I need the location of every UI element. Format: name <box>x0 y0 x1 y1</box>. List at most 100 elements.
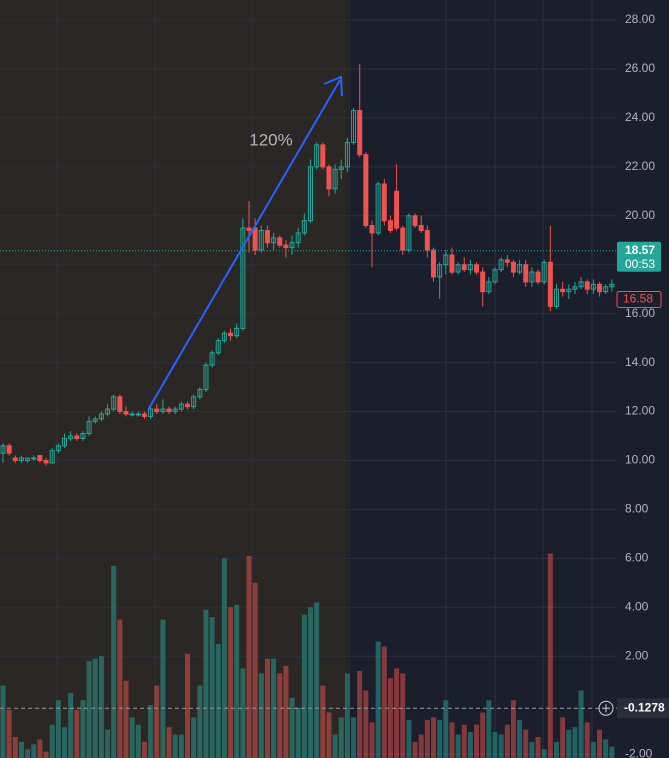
volume-bar <box>357 670 363 758</box>
candle-body <box>221 332 227 342</box>
candle-body <box>166 408 172 413</box>
volume-bar <box>98 656 104 758</box>
volume-bar <box>603 739 609 758</box>
candle-body <box>258 229 264 251</box>
candle-body <box>12 457 18 461</box>
candle-body <box>86 420 92 435</box>
volume-bar <box>154 685 160 758</box>
candle-body <box>338 166 344 170</box>
candle-body <box>25 457 31 461</box>
candle-body <box>461 264 467 271</box>
y-tick-label: -2.00 <box>625 746 653 758</box>
volume-bar <box>431 717 436 758</box>
volume-bar <box>461 724 467 758</box>
session-shade <box>0 0 347 758</box>
candle-body <box>289 242 295 249</box>
y-tick-label: 8.00 <box>625 502 649 516</box>
y-tick-label: 26.00 <box>625 61 655 75</box>
volume-bar <box>418 734 424 758</box>
volume-bar <box>178 734 184 758</box>
volume-bar <box>301 614 307 758</box>
volume-bar <box>572 727 578 758</box>
price-tag <box>617 241 661 272</box>
candle-body <box>597 283 603 293</box>
volume-bar <box>141 741 147 758</box>
annotation: 120% <box>249 130 292 149</box>
candle-body <box>357 110 363 156</box>
candle-body <box>129 413 135 416</box>
volume-bar <box>43 751 49 758</box>
volume-bar <box>203 609 209 758</box>
volume-bar <box>0 685 6 758</box>
candle-body <box>387 220 393 231</box>
y-tick-label: 2.00 <box>625 648 649 662</box>
volume-bar <box>68 692 74 758</box>
candle-body <box>80 433 86 439</box>
candle-body <box>375 183 381 234</box>
volume-bar <box>49 724 55 758</box>
candle-body <box>37 455 43 461</box>
volume-bar <box>86 661 92 758</box>
candle-body <box>141 413 147 417</box>
volume-bar <box>92 658 98 758</box>
candle-body <box>92 418 98 422</box>
candle-body <box>209 352 215 366</box>
volume-bar <box>246 555 252 758</box>
plot <box>0 19 617 758</box>
candle-body <box>584 281 590 290</box>
candle-body <box>49 450 55 464</box>
volume-bar <box>129 717 135 758</box>
countdown-label: 00:53 <box>625 257 655 271</box>
candle-body <box>74 435 80 439</box>
candle-body <box>191 396 197 408</box>
volume-bar <box>363 690 369 758</box>
volume-bar <box>344 673 350 758</box>
volume-bar <box>578 690 584 758</box>
volume-bar <box>197 685 203 758</box>
volume-bar <box>191 717 197 758</box>
candle-body <box>566 288 572 293</box>
volume-bar <box>437 719 443 758</box>
candle-body <box>554 288 559 307</box>
volume-bar <box>117 619 123 758</box>
candle-body <box>603 286 609 293</box>
candle-body <box>498 259 504 271</box>
price-tag <box>617 698 669 719</box>
candle-body <box>541 261 547 283</box>
volume-bar <box>314 602 320 758</box>
candle-body <box>185 403 190 408</box>
volume-bar <box>6 710 12 758</box>
y-tick-label: 28.00 <box>625 12 655 26</box>
candle-body <box>547 261 553 307</box>
candle-body <box>301 220 307 234</box>
candle-body <box>523 264 529 283</box>
price-axis: -2.00 2.00 4.00 6.00 8.00 10.00 12.00 14.00 16.0… <box>598 12 669 758</box>
volume-bar <box>308 607 313 758</box>
volume-bar <box>18 741 24 758</box>
candle-body <box>271 237 277 244</box>
y-tick-label: 4.00 <box>625 599 649 613</box>
candle-body <box>246 227 252 231</box>
candle-body <box>480 271 486 293</box>
candle-body <box>363 154 369 227</box>
candle-body <box>572 286 578 290</box>
volume-bar <box>185 653 190 758</box>
y-tick-label: 12.00 <box>625 404 655 418</box>
volume-bar <box>240 668 246 758</box>
candle-body <box>277 237 283 246</box>
trend-arrow <box>147 79 341 411</box>
candle-body <box>117 396 123 413</box>
volume-bar <box>338 717 344 758</box>
volume-bar <box>584 722 590 758</box>
volume-bar <box>215 643 221 758</box>
volume-bar <box>135 724 141 758</box>
candle-body <box>111 396 117 410</box>
candle-body <box>215 340 221 354</box>
volume-bar <box>387 678 393 758</box>
candle-body <box>172 408 178 413</box>
volume-bar <box>252 582 258 758</box>
volume-bar <box>400 673 406 758</box>
candle-body <box>517 264 523 273</box>
volume-bar <box>123 680 129 758</box>
y-tick-label: 14.00 <box>625 355 655 369</box>
